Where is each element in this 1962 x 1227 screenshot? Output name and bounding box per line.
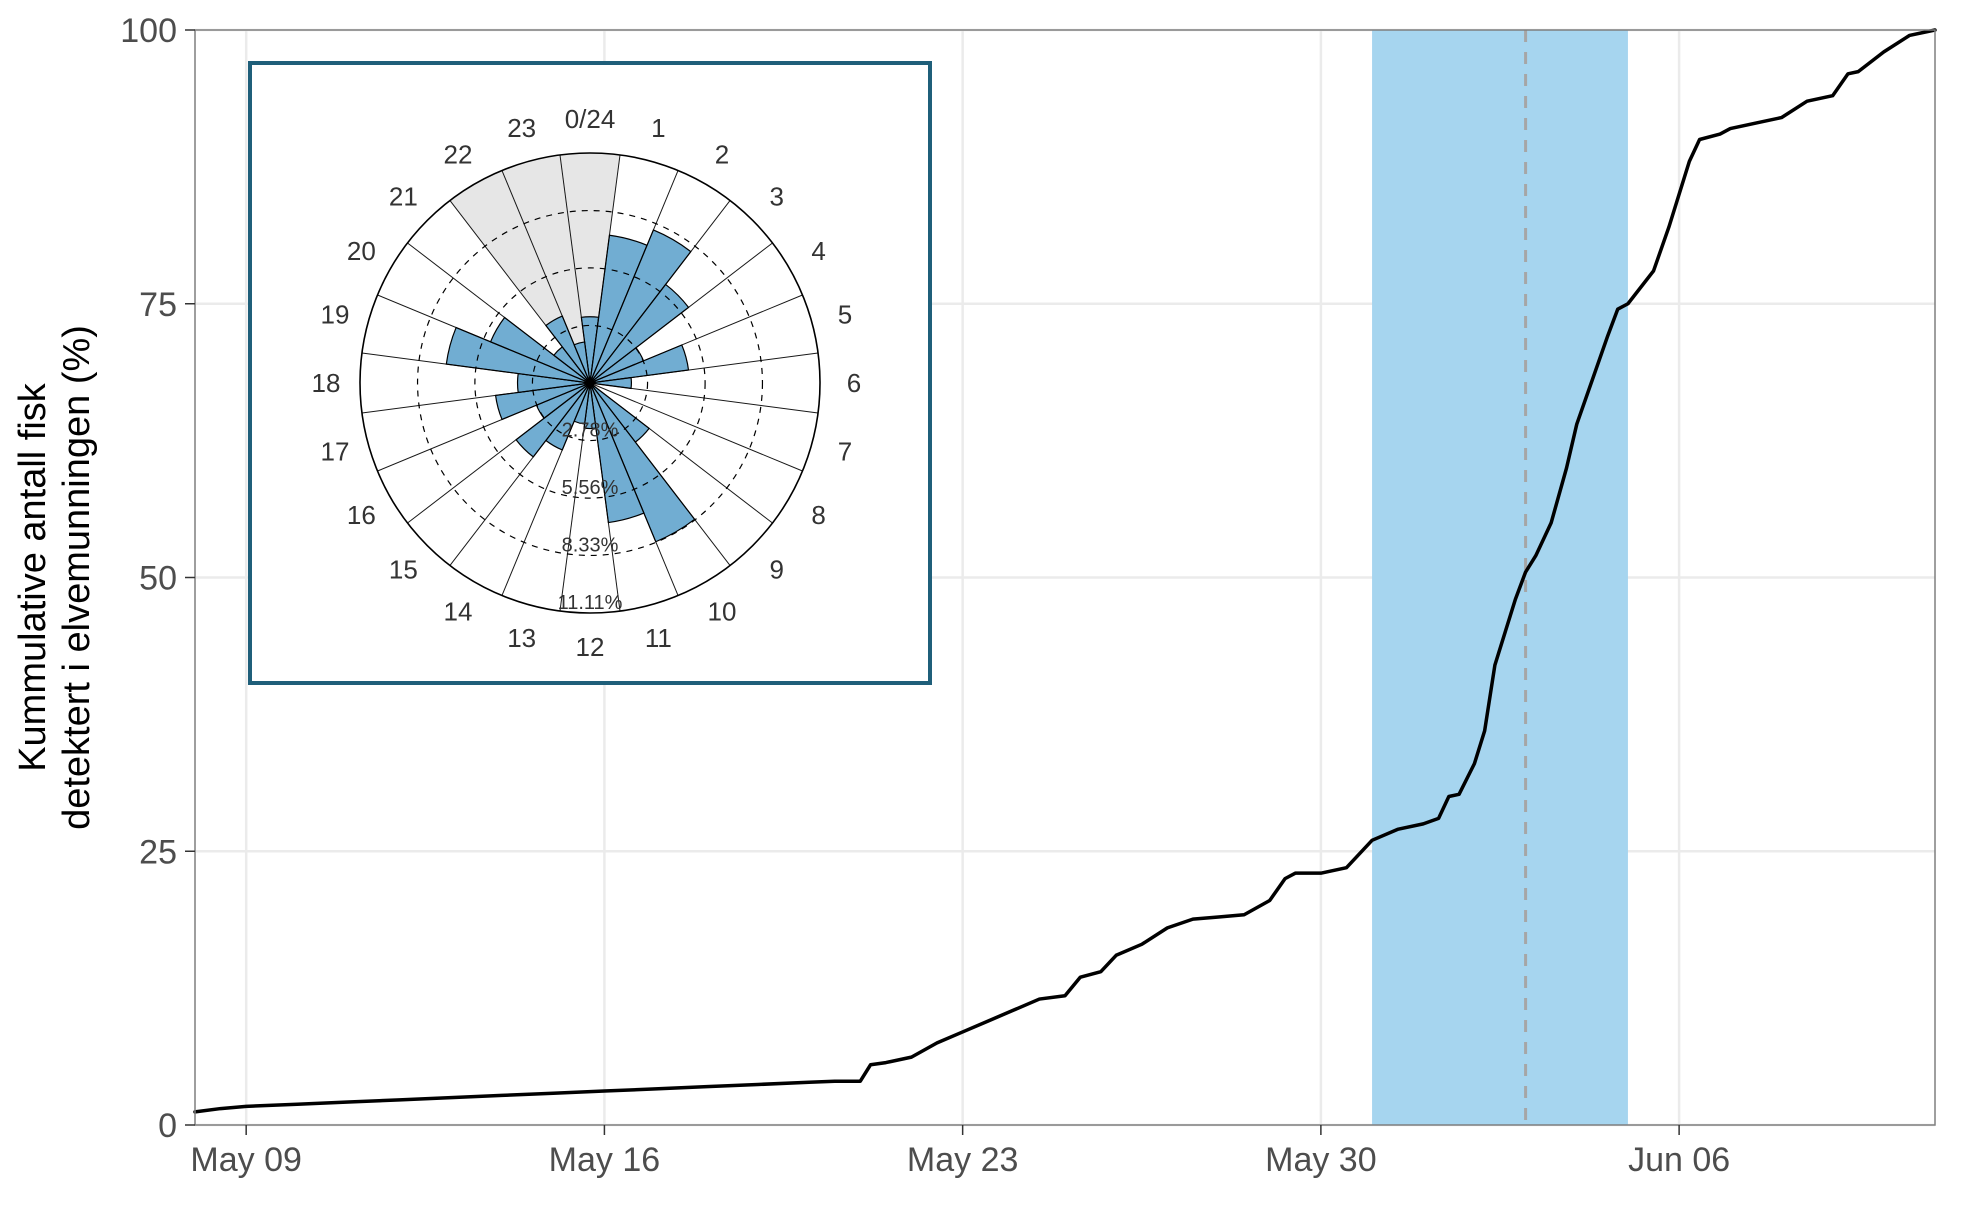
svg-text:13: 13 bbox=[507, 623, 536, 653]
svg-text:3: 3 bbox=[769, 181, 783, 211]
svg-text:75: 75 bbox=[139, 286, 177, 324]
svg-text:5: 5 bbox=[838, 300, 852, 330]
svg-text:23: 23 bbox=[507, 113, 536, 143]
svg-text:4: 4 bbox=[811, 236, 825, 266]
svg-text:0: 0 bbox=[158, 1107, 177, 1145]
svg-text:6: 6 bbox=[847, 368, 861, 398]
svg-text:9: 9 bbox=[769, 555, 783, 585]
shaded-period bbox=[1372, 30, 1628, 1125]
svg-text:12: 12 bbox=[576, 632, 605, 662]
rose-inset: 2.78%5.56%8.33%11.11%0/24123456789101112… bbox=[250, 63, 930, 683]
svg-text:Kummulative antall fisk: Kummulative antall fisk bbox=[12, 382, 54, 772]
svg-text:8.33%: 8.33% bbox=[562, 534, 619, 556]
svg-text:100: 100 bbox=[120, 12, 177, 50]
svg-text:15: 15 bbox=[389, 555, 418, 585]
svg-text:5.56%: 5.56% bbox=[562, 477, 619, 499]
svg-text:0/24: 0/24 bbox=[565, 104, 616, 134]
svg-text:14: 14 bbox=[444, 597, 473, 627]
svg-text:20: 20 bbox=[347, 236, 376, 266]
svg-text:8: 8 bbox=[811, 500, 825, 530]
svg-text:18: 18 bbox=[312, 368, 341, 398]
svg-text:19: 19 bbox=[321, 300, 350, 330]
chart-svg: 0255075100May 09May 16May 23May 30Jun 06… bbox=[0, 0, 1962, 1227]
svg-text:2: 2 bbox=[715, 139, 729, 169]
svg-text:1: 1 bbox=[651, 113, 665, 143]
svg-text:detektert i elvemunningen (%): detektert i elvemunningen (%) bbox=[56, 325, 98, 830]
svg-text:21: 21 bbox=[389, 181, 418, 211]
svg-text:May 23: May 23 bbox=[907, 1141, 1019, 1179]
svg-text:22: 22 bbox=[444, 139, 473, 169]
svg-text:17: 17 bbox=[321, 436, 350, 466]
svg-text:2.78%: 2.78% bbox=[562, 420, 619, 442]
svg-text:Jun 06: Jun 06 bbox=[1628, 1141, 1730, 1179]
svg-text:May 30: May 30 bbox=[1265, 1141, 1377, 1179]
svg-text:25: 25 bbox=[139, 833, 177, 871]
svg-text:50: 50 bbox=[139, 560, 177, 598]
svg-text:10: 10 bbox=[708, 597, 737, 627]
svg-text:May 09: May 09 bbox=[190, 1141, 302, 1179]
svg-text:11: 11 bbox=[645, 623, 672, 653]
svg-text:7: 7 bbox=[838, 436, 852, 466]
svg-text:11.11%: 11.11% bbox=[558, 592, 623, 614]
chart-container: 0255075100May 09May 16May 23May 30Jun 06… bbox=[0, 0, 1962, 1227]
svg-text:16: 16 bbox=[347, 500, 376, 530]
svg-text:May 16: May 16 bbox=[549, 1141, 661, 1179]
